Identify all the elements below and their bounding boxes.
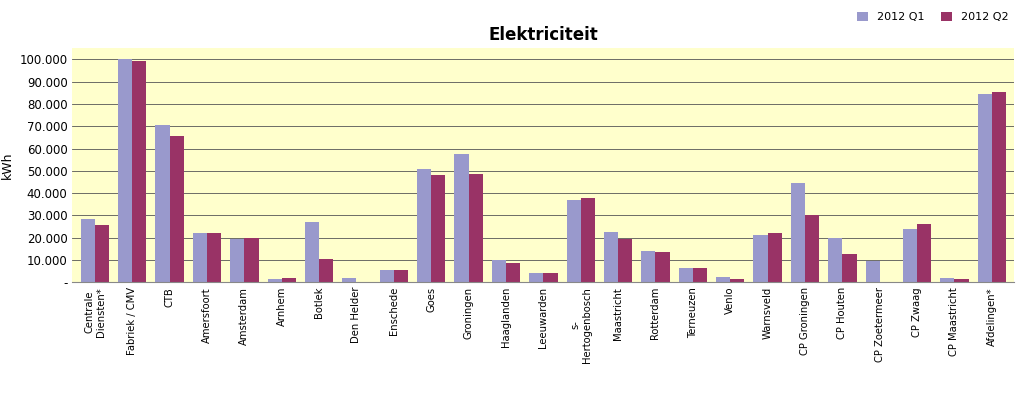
Y-axis label: kWh: kWh — [1, 152, 13, 179]
Bar — [193, 233, 207, 282]
Bar — [492, 260, 506, 282]
Bar — [679, 268, 692, 282]
Bar — [319, 259, 333, 282]
Bar — [417, 168, 432, 282]
Bar — [618, 239, 632, 282]
Bar — [469, 174, 482, 282]
Bar — [118, 60, 132, 282]
Bar — [828, 238, 842, 282]
Bar — [543, 273, 558, 282]
Bar — [454, 154, 469, 282]
Bar — [768, 233, 781, 282]
Bar — [716, 276, 731, 282]
Bar — [842, 254, 857, 282]
Bar — [581, 197, 595, 282]
Bar — [282, 278, 296, 282]
Bar — [207, 233, 221, 282]
Bar — [81, 219, 95, 282]
Bar — [230, 239, 244, 282]
Bar — [343, 278, 356, 282]
Bar — [903, 229, 917, 282]
Bar — [305, 222, 319, 282]
Bar — [506, 263, 521, 282]
Bar — [940, 278, 954, 282]
Bar — [603, 232, 618, 282]
Bar — [692, 268, 707, 282]
Bar — [753, 235, 768, 282]
Bar — [95, 225, 109, 282]
Bar — [954, 279, 969, 282]
Bar — [267, 279, 282, 282]
Legend: 2012 Q1, 2012 Q2: 2012 Q1, 2012 Q2 — [857, 12, 1009, 22]
Bar — [394, 270, 408, 282]
Bar — [992, 92, 1006, 282]
Bar — [380, 270, 394, 282]
Bar — [642, 251, 655, 282]
Bar — [791, 183, 805, 282]
Bar — [805, 215, 819, 282]
Bar — [731, 279, 744, 282]
Bar — [529, 273, 543, 282]
Bar — [170, 136, 184, 282]
Title: Elektriciteit: Elektriciteit — [489, 26, 598, 44]
Bar — [865, 261, 880, 282]
Bar — [978, 94, 992, 282]
Bar — [655, 252, 670, 282]
Bar — [432, 175, 445, 282]
Bar — [566, 200, 581, 282]
Bar — [132, 60, 147, 282]
Bar — [244, 238, 259, 282]
Bar — [155, 125, 170, 282]
Bar — [917, 224, 932, 282]
